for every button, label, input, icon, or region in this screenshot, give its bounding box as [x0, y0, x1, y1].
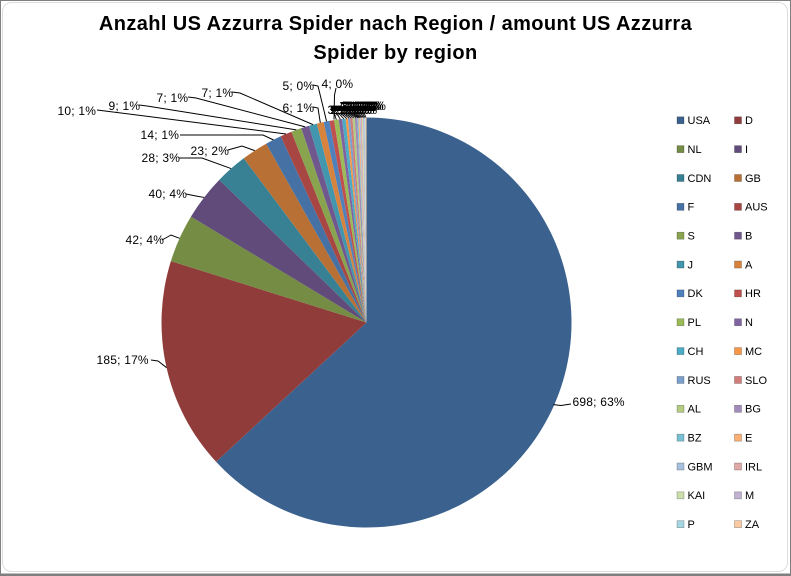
- svg-text:MC: MC: [745, 346, 762, 358]
- svg-text:AL: AL: [688, 404, 701, 416]
- svg-text:A: A: [745, 259, 753, 271]
- svg-text:CDN: CDN: [688, 173, 712, 185]
- svg-text:F: F: [688, 202, 695, 214]
- svg-text:E: E: [745, 432, 752, 444]
- svg-text:ZA: ZA: [745, 519, 760, 531]
- svg-text:IRL: IRL: [745, 461, 762, 473]
- svg-text:GB: GB: [745, 173, 761, 185]
- svg-text:AUS: AUS: [745, 202, 768, 214]
- svg-text:NL: NL: [688, 144, 702, 156]
- svg-text:PL: PL: [688, 317, 701, 329]
- svg-text:J: J: [688, 259, 694, 271]
- svg-text:GBM: GBM: [688, 461, 713, 473]
- svg-text:S: S: [688, 231, 695, 243]
- svg-text:RUS: RUS: [688, 375, 711, 387]
- svg-text:SLO: SLO: [745, 375, 767, 387]
- svg-text:BG: BG: [745, 404, 761, 416]
- svg-text:DK: DK: [688, 288, 704, 300]
- svg-text:HR: HR: [745, 288, 761, 300]
- svg-text:N: N: [745, 317, 753, 329]
- svg-text:CH: CH: [688, 346, 704, 358]
- svg-text:B: B: [745, 231, 752, 243]
- svg-text:P: P: [688, 519, 695, 531]
- svg-text:M: M: [745, 490, 754, 502]
- svg-text:KAI: KAI: [688, 490, 706, 502]
- svg-text:BZ: BZ: [688, 432, 702, 444]
- svg-text:USA: USA: [688, 115, 711, 127]
- svg-text:I: I: [745, 144, 748, 156]
- svg-text:D: D: [745, 115, 753, 127]
